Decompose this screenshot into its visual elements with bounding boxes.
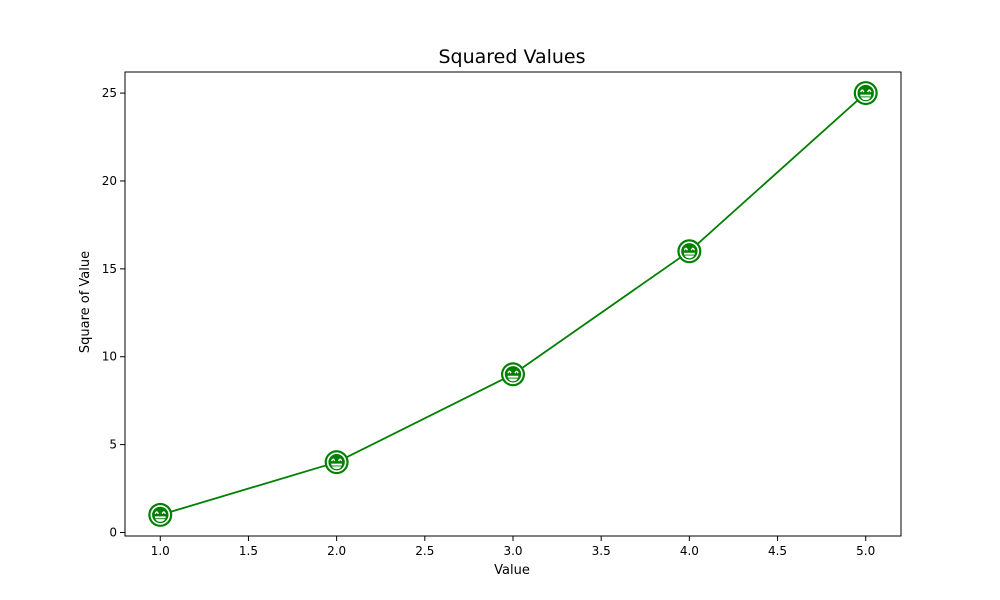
y-tick-label: 5 (109, 438, 117, 452)
x-tick-label: 1.0 (151, 544, 170, 558)
x-tick-label: 4.5 (768, 544, 787, 558)
data-point-marker (677, 239, 702, 264)
series-line (160, 92, 867, 516)
x-tick-label: 4.0 (680, 544, 699, 558)
plot-area: 1.0 1.5 2.0 2.5 3.0 3.5 4.0 4.5 5.0 0 5 10 15 20 25 (102, 71, 902, 558)
x-tick-label: 1.5 (239, 544, 258, 558)
x-tick-label: 2.0 (327, 544, 346, 558)
y-axis-label: Square of Value (78, 251, 93, 353)
data-point-marker (148, 502, 173, 527)
data-point-marker (853, 81, 878, 106)
y-tick-label: 25 (102, 86, 117, 100)
data-point-marker (324, 450, 349, 475)
x-tick-label: 3.5 (592, 544, 611, 558)
x-axis: 1.0 1.5 2.0 2.5 3.0 3.5 4.0 4.5 5.0 (151, 536, 875, 558)
data-point-marker (501, 362, 525, 387)
x-tick-label: 3.0 (503, 544, 522, 558)
y-tick-label: 0 (109, 525, 117, 539)
y-tick-label: 15 (102, 262, 117, 276)
x-axis-label: Value (494, 563, 530, 578)
y-axis: 0 5 10 15 20 25 (102, 86, 125, 539)
x-tick-label: 5.0 (856, 544, 875, 558)
chart-title: Squared Values (438, 46, 585, 68)
x-tick-label: 2.5 (415, 544, 434, 558)
series-layer (148, 81, 878, 527)
y-tick-label: 10 (102, 350, 117, 364)
y-tick-label: 20 (102, 174, 117, 188)
axes-frame (124, 71, 902, 537)
